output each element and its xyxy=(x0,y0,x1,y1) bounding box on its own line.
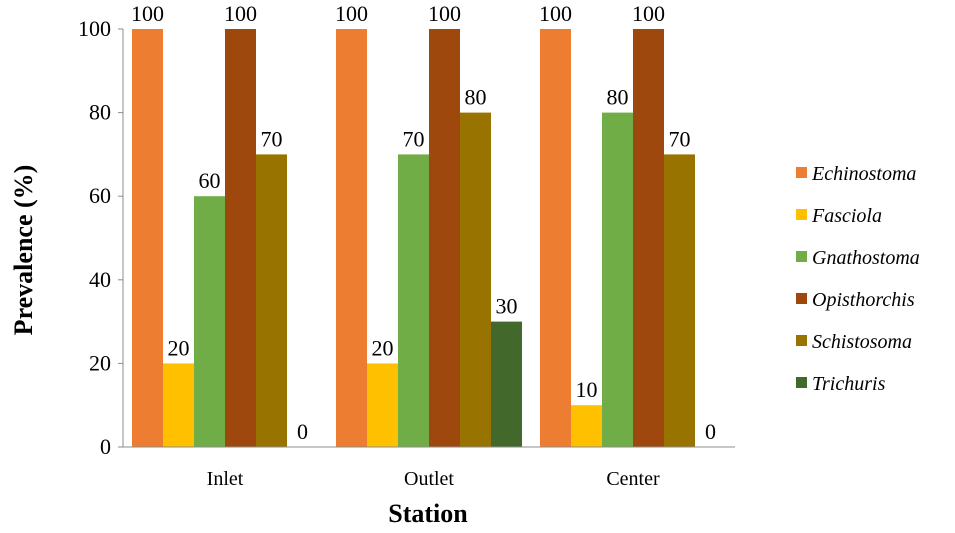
data-labels-group: 100 100 100 20 20 10 60 70 80 100 100 100 70 80 70 0 30 0 xyxy=(131,1,716,444)
legend-swatch-trichuris xyxy=(796,377,807,388)
y-tick-label: 100 xyxy=(78,16,111,41)
bar-fasciola xyxy=(571,405,602,447)
legend-swatch-opisthorchis xyxy=(796,293,807,304)
y-tick-label: 20 xyxy=(89,350,111,375)
data-label: 100 xyxy=(224,1,257,26)
bar-echinostoma xyxy=(336,29,367,447)
legend-label: Schistosoma xyxy=(812,331,912,353)
data-label: 0 xyxy=(297,419,308,444)
bar-gnathostoma xyxy=(194,196,225,447)
data-label: 80 xyxy=(607,85,629,110)
data-label: 100 xyxy=(539,1,572,26)
legend-swatch-gnathostoma xyxy=(796,251,807,262)
bar-fasciola xyxy=(163,363,194,447)
x-tick-label: Center xyxy=(606,468,660,490)
bar-schistosoma xyxy=(460,112,491,447)
bar-gnathostoma xyxy=(602,112,633,447)
bar-trichuris xyxy=(491,321,522,447)
bar-schistosoma xyxy=(664,154,695,447)
data-label: 10 xyxy=(576,377,598,402)
plot-area: 100 100 100 20 20 10 60 70 80 100 100 100 70 80 70 0 30 0… xyxy=(78,1,735,490)
y-axis-title: Prevalence (%) xyxy=(9,165,38,336)
data-label: 20 xyxy=(372,335,394,360)
bar-opisthorchis xyxy=(633,29,664,447)
data-label: 70 xyxy=(261,126,283,151)
data-label: 70 xyxy=(669,126,691,151)
y-tick-label: 80 xyxy=(89,100,111,125)
y-tick-labels: 0 20 40 60 80 100 xyxy=(78,16,123,459)
legend-label: Opisthorchis xyxy=(812,289,915,311)
bar-fasciola xyxy=(367,363,398,447)
data-label: 100 xyxy=(428,1,461,26)
data-label: 30 xyxy=(496,294,518,319)
bar-echinostoma xyxy=(540,29,571,447)
bar-gnathostoma xyxy=(398,154,429,447)
x-tick-label: Outlet xyxy=(404,468,454,490)
x-tick-label: Inlet xyxy=(207,468,244,490)
legend: Echinostoma Fasciola Gnathostoma Opisthorch… xyxy=(796,163,920,395)
legend-swatch-schistosoma xyxy=(796,335,807,346)
data-label: 100 xyxy=(131,1,164,26)
legend-label: Gnathostoma xyxy=(812,247,920,269)
data-label: 70 xyxy=(403,126,425,151)
bars-group xyxy=(132,29,695,447)
data-label: 0 xyxy=(705,419,716,444)
bar-schistosoma xyxy=(256,154,287,447)
data-label: 100 xyxy=(632,1,665,26)
x-axis-title: Station xyxy=(388,499,468,528)
legend-label: Trichuris xyxy=(812,373,886,395)
y-tick-label: 60 xyxy=(89,183,111,208)
x-tick-labels: Inlet Outlet Center xyxy=(207,468,660,490)
bar-opisthorchis xyxy=(225,29,256,447)
bar-opisthorchis xyxy=(429,29,460,447)
data-label: 20 xyxy=(168,335,190,360)
y-tick-label: 0 xyxy=(100,434,111,459)
data-label: 100 xyxy=(335,1,368,26)
legend-label: Echinostoma xyxy=(811,163,916,185)
legend-label: Fasciola xyxy=(811,205,882,227)
legend-swatch-echinostoma xyxy=(796,167,807,178)
y-tick-label: 40 xyxy=(89,267,111,292)
bar-echinostoma xyxy=(132,29,163,447)
data-label: 60 xyxy=(199,168,221,193)
data-label: 80 xyxy=(465,85,487,110)
legend-swatch-fasciola xyxy=(796,209,807,220)
